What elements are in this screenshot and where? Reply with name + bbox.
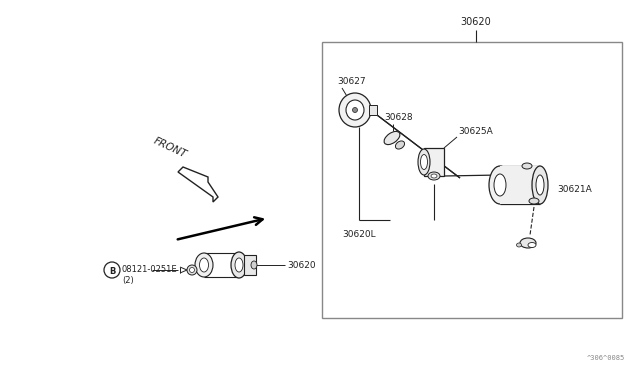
Ellipse shape: [251, 261, 257, 269]
Ellipse shape: [346, 100, 364, 120]
Ellipse shape: [522, 163, 532, 169]
Text: 30628: 30628: [384, 113, 413, 122]
Ellipse shape: [195, 253, 213, 277]
Text: 30621A: 30621A: [557, 186, 592, 195]
Text: ^306^0085: ^306^0085: [587, 355, 625, 361]
Ellipse shape: [494, 174, 506, 196]
Ellipse shape: [187, 265, 197, 275]
Ellipse shape: [532, 166, 548, 204]
Ellipse shape: [235, 258, 243, 272]
Ellipse shape: [231, 252, 247, 278]
Ellipse shape: [489, 166, 511, 204]
Bar: [424, 148, 444, 176]
Ellipse shape: [431, 174, 437, 178]
Ellipse shape: [528, 243, 536, 247]
Text: FRONT: FRONT: [152, 136, 188, 160]
Text: B: B: [109, 266, 115, 276]
Text: 08121-0251E: 08121-0251E: [122, 266, 178, 275]
Ellipse shape: [536, 175, 544, 195]
Text: 30627: 30627: [337, 77, 365, 87]
Ellipse shape: [418, 149, 430, 175]
Bar: [369, 105, 377, 115]
Bar: [500, 166, 540, 204]
Bar: [244, 255, 256, 275]
Ellipse shape: [189, 267, 195, 273]
Ellipse shape: [520, 238, 536, 248]
Ellipse shape: [104, 262, 120, 278]
Ellipse shape: [200, 258, 209, 272]
Text: (2): (2): [122, 276, 134, 285]
Ellipse shape: [339, 93, 371, 127]
Bar: [322, 42, 622, 318]
Text: 30620: 30620: [461, 17, 492, 27]
Ellipse shape: [529, 198, 539, 204]
Polygon shape: [178, 167, 218, 202]
Text: 30620: 30620: [287, 260, 316, 269]
Text: 30625A: 30625A: [458, 128, 493, 137]
Ellipse shape: [516, 243, 522, 247]
Ellipse shape: [384, 131, 400, 145]
Ellipse shape: [396, 141, 404, 149]
Ellipse shape: [428, 172, 440, 180]
Ellipse shape: [353, 108, 358, 112]
Text: 30620L: 30620L: [342, 230, 376, 239]
Ellipse shape: [420, 154, 428, 170]
